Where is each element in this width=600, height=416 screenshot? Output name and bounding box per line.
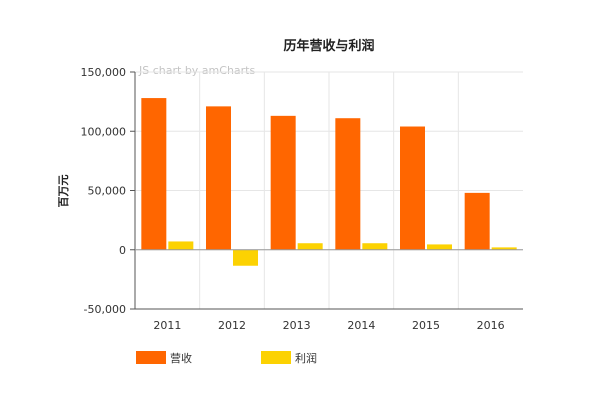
x-tick-label: 2011 [153,319,181,332]
bar-revenue-2016 [464,192,490,250]
legend-label-revenue: 营收 [170,351,192,365]
legend-label-profit: 利润 [295,351,317,365]
grid [135,71,523,310]
legend-swatch-revenue [136,351,166,364]
bar-revenue-2013 [270,115,296,250]
axes [130,71,523,310]
chart-title: 历年营收与利润 [283,38,374,54]
x-tick-labels: 2011 2012 2013 2014 2015 2016 [153,319,504,332]
bar-profit-2015 [427,244,452,250]
y-tick-label: 50,000 [88,185,127,198]
bar-revenue-2011 [141,98,167,250]
x-tick-label: 2014 [347,319,375,332]
bar-revenue-2012 [206,106,231,250]
x-tick-label: 2013 [283,319,311,332]
watermark: JS chart by amCharts [138,64,255,77]
bars [141,98,517,266]
y-tick-label: -50,000 [84,303,126,316]
bar-profit-2013 [297,243,323,250]
y-tick-label: 0 [119,244,126,257]
y-tick-label: 150,000 [81,66,127,79]
bar-profit-2014 [362,243,388,250]
bar-profit-2011 [168,241,194,250]
legend-swatch-profit [261,351,291,364]
y-tick-label: 100,000 [81,125,127,138]
bar-revenue-2014 [335,118,361,250]
x-tick-label: 2012 [218,319,246,332]
x-tick-label: 2016 [477,319,505,332]
x-tick-label: 2015 [412,319,440,332]
bar-profit-2012 [233,249,258,266]
bar-profit-2016 [491,247,517,250]
legend: 营收 利润 [136,351,317,365]
y-axis-label: 百万元 [57,175,70,208]
bar-revenue-2015 [400,126,425,250]
y-tick-labels: -50,000 0 50,000 100,000 150,000 [81,66,127,316]
